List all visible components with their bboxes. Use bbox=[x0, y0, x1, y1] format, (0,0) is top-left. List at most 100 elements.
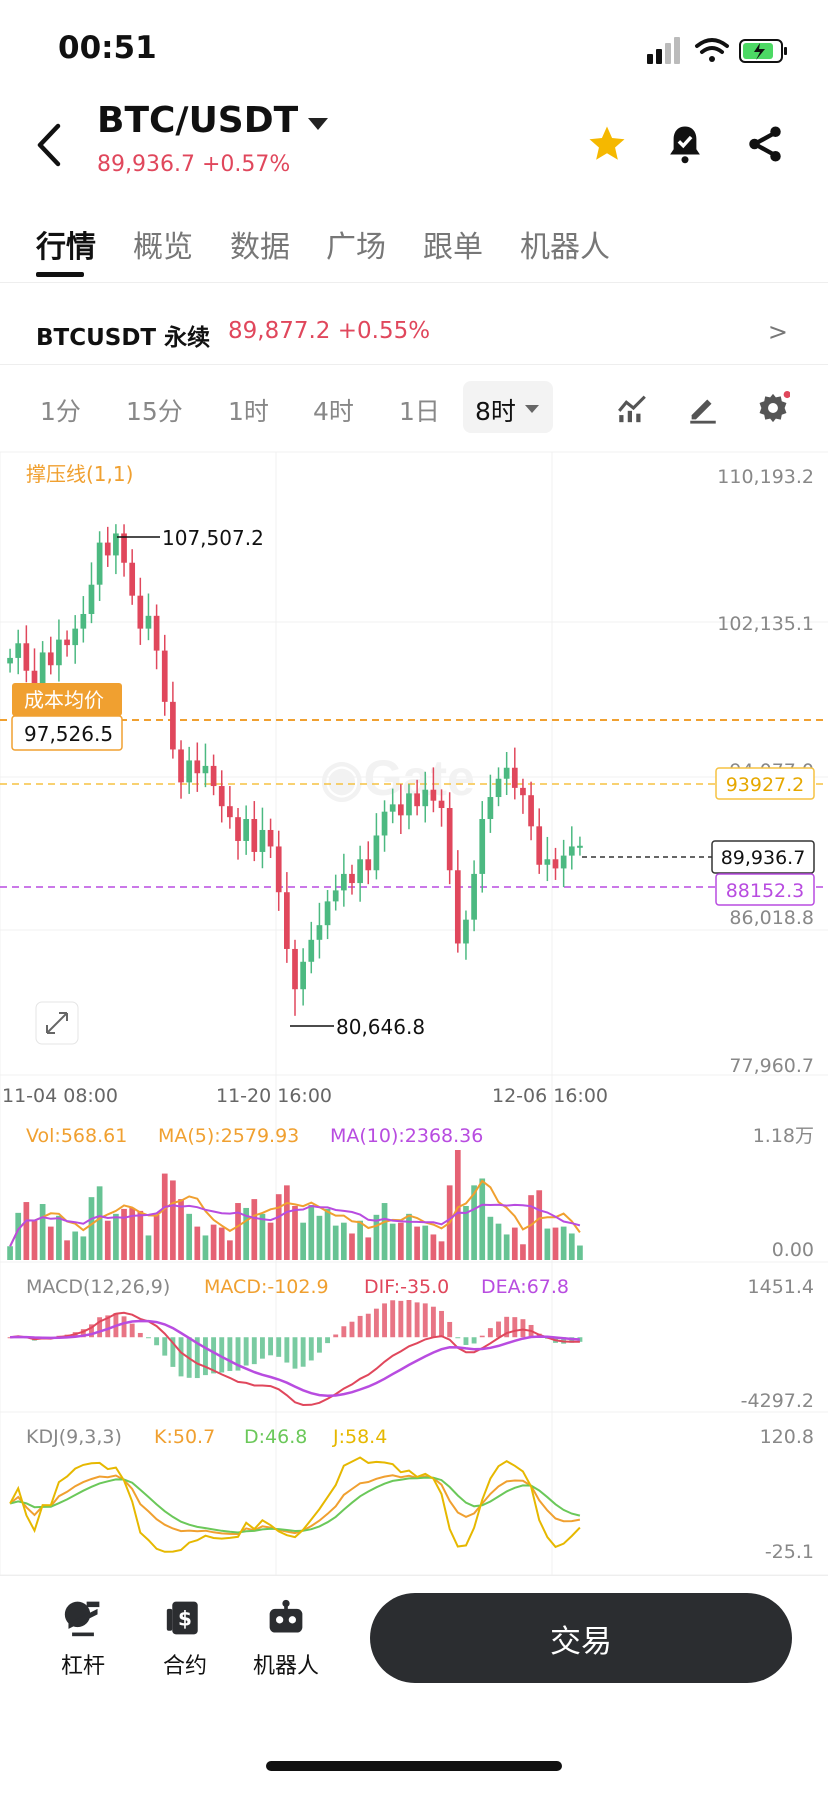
candle-body bbox=[471, 873, 477, 920]
expand-icon bbox=[46, 1012, 68, 1034]
volume-bar bbox=[568, 1233, 575, 1260]
star-icon[interactable] bbox=[586, 123, 628, 165]
contract-button[interactable]: $ 合约 bbox=[135, 1598, 235, 1680]
candle-body bbox=[161, 650, 168, 702]
tab-data[interactable]: 数据 bbox=[230, 230, 290, 265]
volume-bars bbox=[7, 1150, 583, 1260]
macd-bar bbox=[259, 1337, 265, 1359]
volume-bar bbox=[300, 1222, 306, 1260]
timeframe-4h[interactable]: 4时 bbox=[313, 397, 354, 426]
wifi-icon bbox=[695, 38, 729, 62]
macd-bar bbox=[455, 1337, 461, 1339]
chart-canvas[interactable]: ◉Gate 110,193.2 102,135.1 94,077.0 86,01… bbox=[0, 0, 828, 1575]
candle-body bbox=[430, 789, 437, 801]
tab-copy-trade[interactable]: 跟单 bbox=[423, 230, 483, 265]
settings-gear-icon[interactable] bbox=[756, 391, 790, 425]
kdj-axis-top: 120.8 bbox=[760, 1426, 814, 1448]
timeframe-15m[interactable]: 15分 bbox=[126, 397, 183, 426]
candle-body bbox=[235, 817, 241, 841]
volume-bar bbox=[406, 1213, 412, 1260]
bottom-bar: 杠杆 $ 合约 机器人 交易 bbox=[0, 1575, 828, 1794]
macd-bar bbox=[414, 1302, 420, 1338]
candle-body bbox=[186, 760, 193, 783]
candle-body bbox=[536, 826, 543, 865]
current-price-tag[interactable] bbox=[711, 840, 815, 874]
timeframe-1h[interactable]: 1时 bbox=[228, 397, 269, 426]
vol-label: Vol:568.61 bbox=[26, 1125, 127, 1147]
indicator-label: 撑压线(1,1) bbox=[26, 462, 133, 486]
j-line bbox=[9, 1456, 581, 1553]
kdj-j: J:58.4 bbox=[332, 1426, 387, 1448]
watermark-logo: ◉Gate bbox=[320, 750, 475, 806]
support-value: 88152.3 bbox=[726, 880, 805, 902]
macd-bar bbox=[154, 1337, 160, 1346]
low-label: 80,646.8 bbox=[336, 1015, 425, 1039]
pair-title[interactable]: BTC/USDT bbox=[97, 100, 299, 141]
perpetual-row[interactable]: BTCUSDT 永续 89,877.2 +0.55% > bbox=[0, 300, 828, 365]
macd-bar bbox=[7, 1337, 13, 1339]
candle-body bbox=[56, 639, 62, 666]
macd-bar bbox=[203, 1337, 208, 1376]
macd-bar bbox=[577, 1337, 583, 1342]
volume-bar bbox=[430, 1234, 437, 1260]
volume-bar bbox=[381, 1203, 388, 1260]
macd-bar bbox=[251, 1337, 257, 1365]
contract-icon: $ bbox=[166, 1601, 198, 1635]
tab-bots[interactable]: 机器人 bbox=[520, 230, 610, 265]
volume-bar bbox=[528, 1195, 534, 1260]
volume-bar bbox=[324, 1208, 331, 1260]
tab-market[interactable]: 行情 bbox=[36, 230, 96, 265]
vol-ma5: MA(5):2579.93 bbox=[158, 1125, 299, 1147]
alarm-bell-icon[interactable] bbox=[664, 123, 706, 165]
candle-body bbox=[47, 652, 54, 666]
candle-body bbox=[300, 961, 306, 990]
candle-body bbox=[80, 613, 87, 629]
support-tag bbox=[715, 873, 815, 906]
macd-bar bbox=[512, 1317, 518, 1338]
volume-bar bbox=[544, 1228, 551, 1260]
price-axis-5: 77,960.7 bbox=[729, 1055, 814, 1077]
macd-bar bbox=[439, 1310, 444, 1338]
tab-overview[interactable]: 概览 bbox=[133, 230, 193, 265]
pair-dropdown-icon[interactable] bbox=[308, 118, 328, 130]
candle-body bbox=[145, 615, 152, 629]
macd-bar bbox=[284, 1337, 290, 1363]
bot-button[interactable]: 机器人 bbox=[236, 1598, 336, 1680]
perpetual-name: BTCUSDT 永续 bbox=[36, 325, 211, 351]
leverage-button[interactable]: 杠杆 bbox=[33, 1598, 133, 1680]
volume-bar bbox=[340, 1222, 347, 1260]
candle-body bbox=[170, 701, 176, 750]
candle-body bbox=[210, 765, 217, 787]
share-icon[interactable] bbox=[744, 123, 786, 165]
candle-body bbox=[292, 948, 298, 990]
volume-bar bbox=[357, 1220, 363, 1260]
timeframe-1m[interactable]: 1分 bbox=[40, 397, 81, 426]
x-label-3: 12-06 16:00 bbox=[492, 1085, 608, 1107]
timeframe-1d[interactable]: 1日 bbox=[399, 397, 440, 426]
timeframe-8h-selected[interactable]: 8时 bbox=[463, 381, 553, 433]
tab-square[interactable]: 广场 bbox=[326, 230, 386, 265]
candle-body bbox=[397, 804, 404, 816]
macd-bar bbox=[276, 1337, 282, 1357]
macd-bar bbox=[561, 1337, 567, 1344]
volume-bar bbox=[520, 1244, 526, 1260]
candle-body bbox=[577, 845, 583, 848]
indicator-chart-icon[interactable] bbox=[615, 391, 649, 425]
back-arrow-icon[interactable] bbox=[32, 122, 68, 168]
macd-bar bbox=[227, 1337, 233, 1371]
volume-bar bbox=[56, 1215, 62, 1260]
volume-bar bbox=[129, 1207, 136, 1260]
trade-button[interactable]: 交易 bbox=[370, 1593, 792, 1683]
volume-bar bbox=[227, 1240, 233, 1260]
volume-bar bbox=[137, 1210, 144, 1260]
cost-value-box bbox=[11, 715, 123, 751]
volume-bar bbox=[454, 1150, 461, 1260]
macd-bar bbox=[162, 1337, 168, 1356]
draw-pencil-icon[interactable] bbox=[686, 391, 720, 425]
candle-body bbox=[275, 846, 282, 893]
macd-bar bbox=[137, 1332, 143, 1338]
volume-bar bbox=[275, 1194, 282, 1260]
macd-bar bbox=[292, 1337, 298, 1369]
cost-tag-label: 成本均价 bbox=[24, 688, 104, 712]
vol-axis-top: 1.18万 bbox=[753, 1125, 814, 1147]
